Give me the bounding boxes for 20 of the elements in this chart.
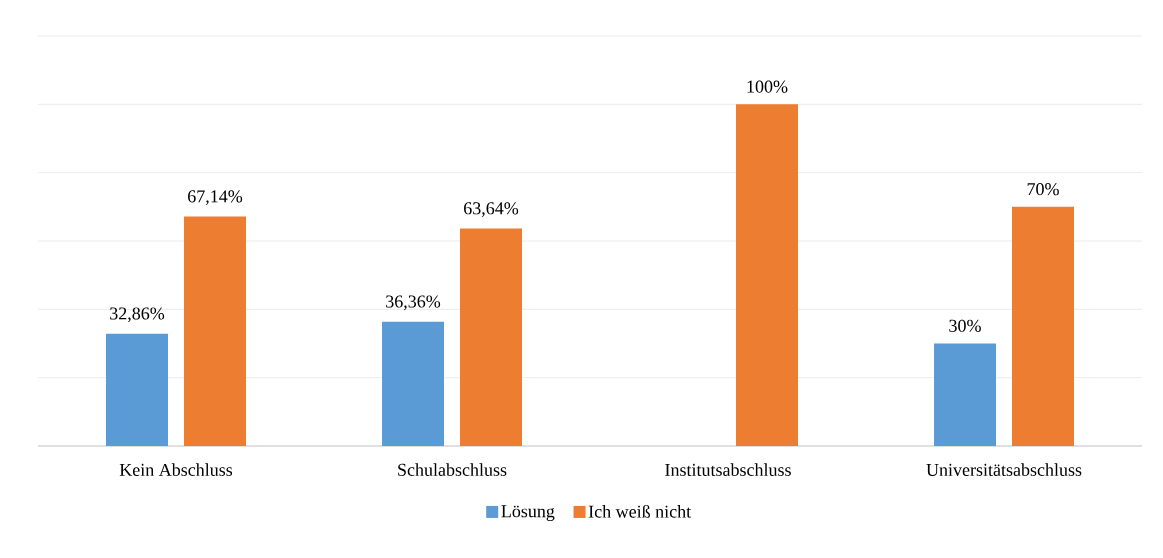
bar [382, 321, 444, 446]
bar [1012, 206, 1075, 446]
legend-label: Lösung [501, 505, 555, 522]
x-tick-label: Universitätsabschluss [926, 463, 1082, 476]
legend-label: Ich weiß nicht [588, 504, 692, 518]
x-tick-label: Institutsabschluss [665, 463, 791, 476]
data-label: 67,14% [188, 190, 243, 205]
data-label: 30% [949, 319, 981, 332]
bar [934, 343, 996, 446]
x-tick-label: Schulabschluss [398, 463, 507, 476]
bar [460, 228, 523, 446]
bar [184, 216, 247, 446]
data-label: 70% [1027, 183, 1059, 196]
data-label: 36,36% [386, 295, 441, 311]
data-label: 100% [747, 80, 788, 93]
bar [106, 333, 169, 446]
x-tick-label: Kein Abschluss [119, 463, 233, 476]
data-label: 63,64% [464, 202, 519, 217]
bar [736, 104, 799, 446]
data-label: 32,86% [110, 307, 165, 323]
